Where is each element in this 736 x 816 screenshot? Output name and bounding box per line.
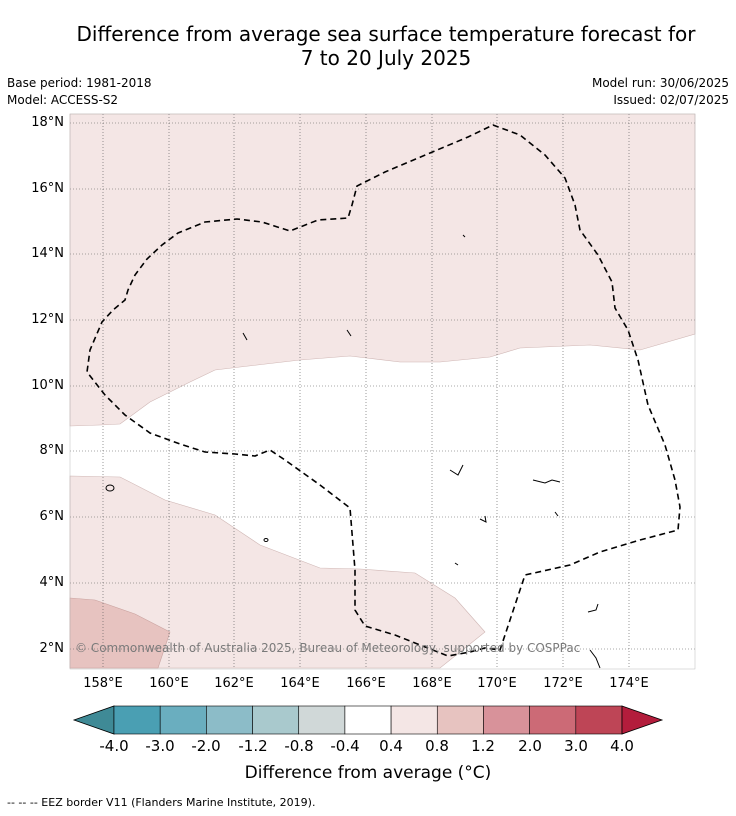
colorbar-tick: 0.8 [425,737,449,755]
base-period: Base period: 1981-2018 [7,76,152,90]
lon-label-162e: 162°E [214,676,254,691]
colorbar-tick: -4.0 [99,737,129,755]
colorbar-cell [483,705,530,735]
anomaly-region-south [69,475,486,669]
lat-label-2n: 2°N [39,641,65,656]
colorbar-cell [298,705,346,735]
eez-legend-footer: -- -- -- EEZ border V11 (Flanders Marine… [7,796,316,809]
lat-label-12n: 12°N [31,312,64,327]
lat-label-10n: 10°N [31,378,64,393]
gridlines [70,114,695,669]
title-line-1: Difference from average sea surface temp… [76,22,696,46]
colorbar-cell [159,705,207,735]
colorbar-tick: 0.4 [379,737,403,755]
copyright-notice: © Commonwealth of Australia 2025, Bureau… [75,641,581,655]
lat-label-6n: 6°N [39,509,65,524]
colorbar-tick: 1.2 [471,737,495,755]
map-title: Difference from average sea surface temp… [0,22,736,70]
colorbar-cell [529,705,577,735]
colorbar [72,705,664,735]
colorbar-tick: 3.0 [564,737,588,755]
lon-label-164e: 164°E [280,676,320,691]
lon-label-172e: 172°E [543,676,583,691]
map-frame [69,113,696,670]
meta-right: Model run: 30/06/2025 Issued: 02/07/2025 [592,75,729,109]
colorbar-tick: -3.0 [145,737,175,755]
colorbar-title: Difference from average (°C) [244,763,492,783]
islands [105,234,601,669]
colorbar-tick: -0.8 [284,737,314,755]
lat-label-4n: 4°N [39,575,65,590]
model-run: Model run: 30/06/2025 [591,76,729,90]
lon-label-174e: 174°E [609,676,649,691]
colorbar-over-arrow [621,705,664,735]
lat-label-14n: 14°N [31,246,64,261]
colorbar-cell [206,705,253,735]
lon-label-166e: 166°E [346,676,386,691]
lat-label-18n: 18°N [31,115,64,130]
colorbar-cell [575,705,623,735]
colorbar-cell [436,705,484,735]
colorbar-cell [390,705,438,735]
colorbar-cell [252,705,300,735]
anomaly-region-north [69,113,696,427]
colorbar-tick: -1.2 [238,737,268,755]
colorbar-tick: 2.0 [518,737,542,755]
colorbar-cell [113,705,161,735]
colorbar-cell [344,705,392,735]
meta-left: Base period: 1981-2018 Model: ACCESS-S2 [7,75,152,109]
lat-label-8n: 8°N [39,443,65,458]
issued-date: Issued: 02/07/2025 [613,93,729,107]
colorbar-tick: 4.0 [610,737,634,755]
colorbar-tick: -0.4 [330,737,360,755]
lat-label-16n: 16°N [31,181,64,196]
colorbar-tick: -2.0 [191,737,221,755]
lon-label-160e: 160°E [149,676,189,691]
model-name: Model: ACCESS-S2 [7,93,119,107]
lon-label-168e: 168°E [412,676,452,691]
title-line-2: 7 to 20 July 2025 [300,46,472,70]
lon-label-170e: 170°E [477,676,517,691]
colorbar-under-arrow [72,705,115,735]
lon-label-158e: 158°E [83,676,123,691]
